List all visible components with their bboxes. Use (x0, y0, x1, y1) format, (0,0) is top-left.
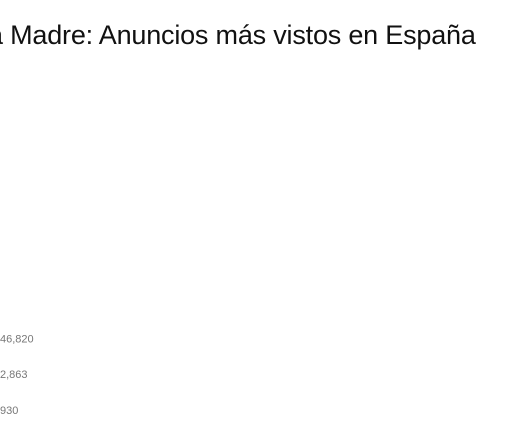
bar-value-label-10: 930 (0, 405, 18, 417)
bar-value-label-1: 981,2 (509, 82, 530, 94)
bar-value-label-8: 46,820 (0, 333, 34, 345)
bar-value-label-9: 2,863 (0, 369, 28, 381)
chart-title: a Madre: Anuncios más vistos en España (0, 20, 476, 50)
